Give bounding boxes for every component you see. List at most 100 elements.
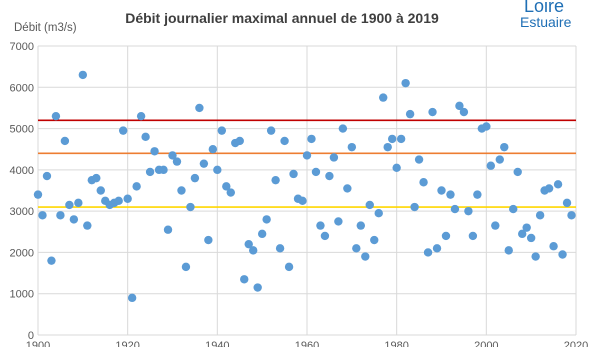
x-tick-label: 1960 <box>295 340 319 347</box>
data-point <box>190 173 200 183</box>
data-point <box>284 262 294 272</box>
data-point <box>38 211 47 220</box>
x-tick-label: 1900 <box>26 340 50 347</box>
data-point <box>298 196 307 206</box>
data-point <box>423 248 433 257</box>
data-point <box>78 70 88 80</box>
x-tick-label: 2020 <box>564 340 588 347</box>
data-point <box>226 188 235 197</box>
data-point <box>222 182 231 191</box>
data-point <box>504 246 513 255</box>
data-point <box>437 186 446 195</box>
y-axis-label: Débit (m3/s) <box>14 22 77 34</box>
data-point <box>522 223 531 232</box>
data-point <box>387 134 397 144</box>
data-point <box>186 202 195 212</box>
data-point <box>410 202 419 212</box>
data-point <box>132 182 141 191</box>
data-point <box>177 186 186 195</box>
data-point <box>244 239 253 249</box>
data-point <box>145 167 155 177</box>
data-point <box>329 153 339 162</box>
data-point <box>74 198 83 208</box>
y-tick-label: 6000 <box>10 82 34 94</box>
y-tick-label: 4000 <box>10 165 34 177</box>
data-point <box>343 184 352 193</box>
data-point <box>401 78 410 88</box>
data-point <box>468 231 478 241</box>
data-point <box>562 198 572 208</box>
data-point <box>361 252 370 261</box>
data-point <box>275 244 285 253</box>
data-point <box>280 136 289 146</box>
data-point <box>316 221 325 230</box>
y-tick-label: 2000 <box>10 247 34 259</box>
data-point <box>383 142 392 152</box>
data-points <box>33 70 576 303</box>
data-point <box>181 262 191 272</box>
data-point <box>356 221 365 230</box>
data-point <box>172 157 182 166</box>
data-point <box>325 171 334 181</box>
y-tick-label: 0 <box>28 330 34 342</box>
gridlines <box>37 45 577 336</box>
data-point <box>271 175 280 185</box>
data-point <box>567 211 576 220</box>
logo-line-2: Estuaire <box>520 14 572 30</box>
data-point <box>199 159 209 168</box>
logo: Loire Estuaire <box>520 0 572 30</box>
x-tick-label: 2000 <box>474 340 498 347</box>
data-point <box>446 190 455 199</box>
data-point <box>127 293 137 303</box>
data-point <box>240 275 249 284</box>
data-point <box>414 155 424 164</box>
data-point <box>83 221 92 230</box>
data-point <box>60 136 70 146</box>
data-point <box>553 180 563 189</box>
data-point <box>491 221 500 230</box>
x-tick-labels: 1900 1920 1940 1960 1980 2000 2020 <box>26 340 588 347</box>
data-point <box>47 256 56 265</box>
data-point <box>307 134 316 144</box>
data-point <box>338 124 348 133</box>
data-point <box>392 163 401 172</box>
data-point <box>379 93 388 102</box>
data-point <box>56 211 65 220</box>
data-point <box>558 250 567 259</box>
y-tick-label: 3000 <box>10 206 34 218</box>
y-tick-label: 7000 <box>10 41 34 53</box>
data-point <box>347 142 357 152</box>
x-tick-label: 1980 <box>384 340 408 347</box>
data-point <box>549 242 558 251</box>
data-point <box>311 167 321 177</box>
data-point <box>518 229 527 239</box>
data-point <box>150 147 159 156</box>
y-tick-label: 5000 <box>10 124 34 136</box>
data-point <box>455 101 464 111</box>
data-point <box>428 107 437 117</box>
data-point <box>482 122 491 131</box>
data-point <box>96 186 105 195</box>
data-point <box>419 178 428 187</box>
data-point <box>262 215 271 224</box>
data-point <box>266 126 276 135</box>
data-point <box>204 235 213 245</box>
data-point <box>535 211 545 220</box>
data-point <box>217 126 227 135</box>
data-point <box>51 111 61 121</box>
data-point <box>253 283 262 292</box>
data-point <box>136 111 146 121</box>
data-point <box>168 151 177 160</box>
data-point <box>92 173 101 183</box>
data-point <box>69 215 79 224</box>
data-point <box>473 190 482 199</box>
data-point <box>459 107 469 117</box>
data-point <box>544 184 554 193</box>
data-point <box>450 204 460 214</box>
data-point <box>486 161 496 170</box>
data-point <box>320 231 330 241</box>
data-point <box>163 225 173 234</box>
data-point <box>464 206 473 216</box>
data-point <box>141 132 150 142</box>
data-point <box>334 217 343 226</box>
